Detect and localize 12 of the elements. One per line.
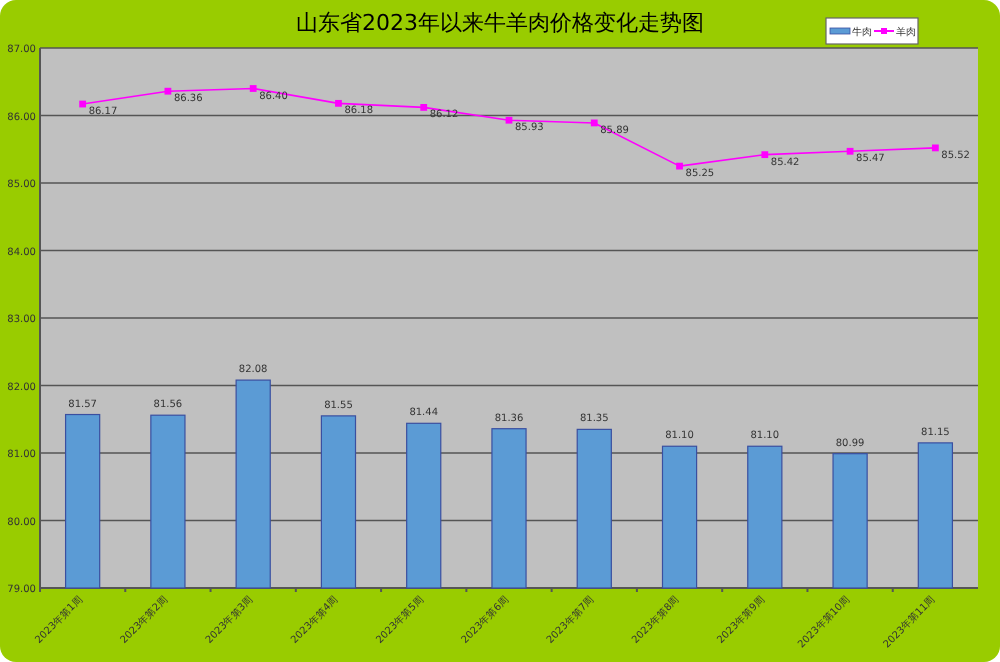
- point: [505, 116, 513, 124]
- point: [931, 144, 939, 152]
- point: [761, 151, 769, 159]
- point: [335, 99, 342, 107]
- point: [420, 104, 428, 111]
- point: [676, 162, 683, 170]
- point: [846, 147, 854, 155]
- point: [79, 100, 87, 108]
- point: [590, 119, 598, 127]
- point: [249, 85, 257, 92]
- point: [164, 87, 172, 95]
- chart-title: 山东省2023年以来牛羊肉价格变化走势图: [296, 10, 704, 36]
